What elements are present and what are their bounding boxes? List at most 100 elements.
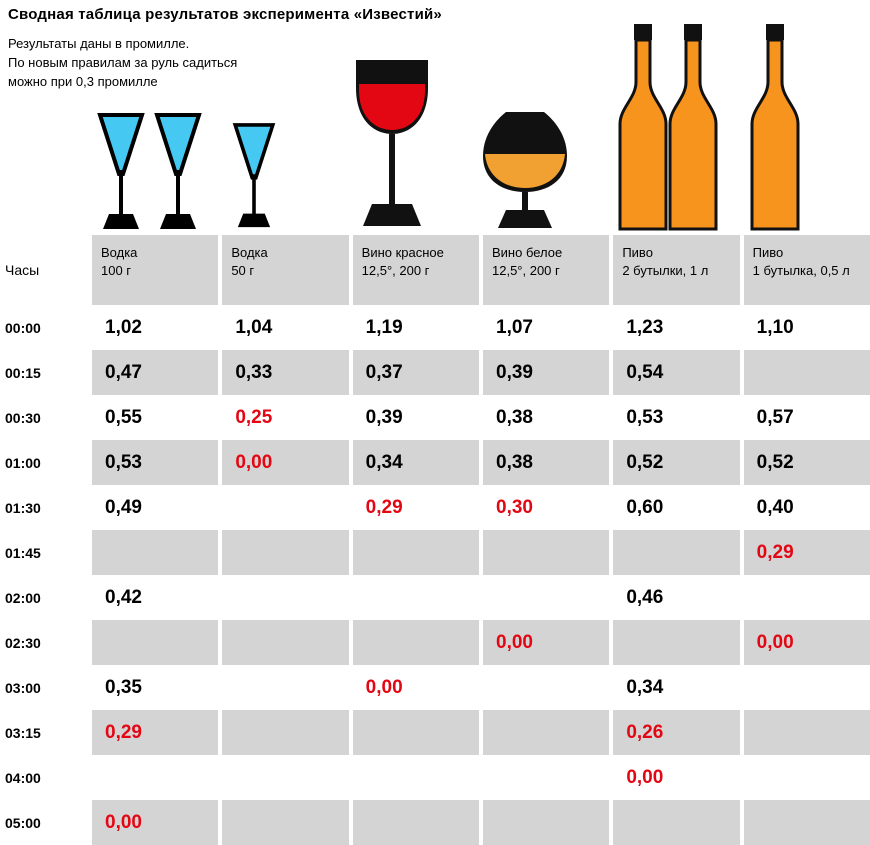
table-row: 00:15 0,47 0,33 0,37 0,39 0,54 — [0, 350, 870, 395]
empty-cell — [92, 620, 219, 665]
table-row: 01:00 0,53 0,00 0,34 0,38 0,52 0,52 — [0, 440, 870, 485]
empty-cell — [483, 665, 610, 710]
empty-cell — [613, 620, 740, 665]
empty-cell — [613, 530, 740, 575]
value-cell: 0,30 — [483, 485, 610, 530]
table-row: 01:30 0,49 0,29 0,30 0,60 0,40 — [0, 485, 870, 530]
empty-cell — [352, 620, 479, 665]
subtitle-line-1: Результаты даны в промилле. — [8, 36, 190, 51]
value-cell: 0,29 — [743, 530, 870, 575]
value-cell: 0,52 — [613, 440, 740, 485]
value-cell: 0,35 — [92, 665, 219, 710]
value-cell: 0,39 — [483, 350, 610, 395]
empty-cell — [222, 755, 349, 800]
value-cell: 0,26 — [613, 710, 740, 755]
value-cell: 0,29 — [92, 710, 219, 755]
empty-cell — [743, 575, 870, 620]
empty-cell — [483, 575, 610, 620]
time-label: 00:30 — [5, 409, 41, 426]
empty-cell — [352, 530, 479, 575]
value-cell: 0,49 — [92, 485, 219, 530]
red-wine-glass-icon — [348, 58, 436, 232]
time-label: 01:30 — [5, 499, 41, 516]
empty-cell — [352, 800, 479, 845]
table-row: 03:15 0,29 0,26 — [0, 710, 870, 755]
value-cell: 0,00 — [92, 800, 219, 845]
column-header: Водка 50 г — [222, 235, 349, 305]
time-label: 03:15 — [5, 724, 41, 741]
table-row: 01:45 0,29 — [0, 530, 870, 575]
empty-cell — [613, 800, 740, 845]
time-label: 01:00 — [5, 454, 41, 471]
table-row: 00:00 1,02 1,04 1,19 1,07 1,23 1,10 — [0, 305, 870, 350]
empty-cell — [483, 755, 610, 800]
value-cell: 0,53 — [92, 440, 219, 485]
empty-cell — [222, 665, 349, 710]
table-row: 03:00 0,35 0,00 0,34 — [0, 665, 870, 710]
value-cell: 1,23 — [613, 305, 740, 350]
value-cell: 0,37 — [352, 350, 479, 395]
value-cell: 0,00 — [483, 620, 610, 665]
empty-cell — [92, 755, 219, 800]
time-label: 04:00 — [5, 769, 41, 786]
beer-bottle-icon — [664, 24, 722, 232]
vodka-glass-icon — [228, 120, 280, 232]
value-cell: 0,34 — [352, 440, 479, 485]
value-cell: 1,02 — [92, 305, 219, 350]
column-header: Вино красное 12,5°, 200 г — [352, 235, 479, 305]
value-cell: 0,46 — [613, 575, 740, 620]
value-cell: 0,52 — [743, 440, 870, 485]
column-header: Вино белое 12,5°, 200 г — [483, 235, 610, 305]
value-cell: 0,60 — [613, 485, 740, 530]
empty-cell — [222, 530, 349, 575]
table-row: 00:30 0,55 0,25 0,39 0,38 0,53 0,57 — [0, 395, 870, 440]
value-cell: 0,33 — [222, 350, 349, 395]
empty-cell — [352, 575, 479, 620]
empty-cell — [222, 710, 349, 755]
empty-cell — [483, 710, 610, 755]
time-label: 02:00 — [5, 589, 41, 606]
time-label: 00:00 — [5, 319, 41, 336]
value-cell: 1,10 — [743, 305, 870, 350]
empty-cell — [483, 530, 610, 575]
empty-cell — [352, 755, 479, 800]
value-cell: 0,00 — [222, 440, 349, 485]
column-header: Водка 100 г — [92, 235, 219, 305]
empty-cell — [743, 800, 870, 845]
table-row: 02:00 0,42 0,46 — [0, 575, 870, 620]
value-cell: 0,57 — [743, 395, 870, 440]
empty-cell — [92, 530, 219, 575]
value-cell: 0,54 — [613, 350, 740, 395]
value-cell: 0,42 — [92, 575, 219, 620]
time-label: 03:00 — [5, 679, 41, 696]
snifter-glass-icon — [480, 110, 570, 232]
value-cell: 0,25 — [222, 395, 349, 440]
beer-bottle-icon — [746, 24, 804, 232]
vodka-glass-icon — [92, 112, 150, 232]
table-row: 05:00 0,00 — [0, 800, 870, 845]
table-header-row: Часы Водка 100 г Водка 50 г Вино красное 12,5… — [0, 235, 870, 305]
value-cell: 0,47 — [92, 350, 219, 395]
subtitle-line-2: По новым правилам за руль садиться — [8, 55, 238, 70]
value-cell: 0,00 — [743, 620, 870, 665]
empty-cell — [222, 620, 349, 665]
empty-cell — [743, 665, 870, 710]
column-header: Пиво 2 бутылки, 1 л — [613, 235, 740, 305]
value-cell: 0,55 — [92, 395, 219, 440]
empty-cell — [743, 710, 870, 755]
empty-cell — [222, 800, 349, 845]
table-row: 04:00 0,00 — [0, 755, 870, 800]
time-label: 05:00 — [5, 814, 41, 831]
empty-cell — [743, 755, 870, 800]
results-table: Часы Водка 100 г Водка 50 г Вино красное 12,5… — [0, 235, 870, 845]
empty-cell — [222, 575, 349, 620]
time-label: 01:45 — [5, 544, 41, 561]
time-label: 02:30 — [5, 634, 41, 651]
value-cell: 0,40 — [743, 485, 870, 530]
value-cell: 0,00 — [352, 665, 479, 710]
value-cell: 0,53 — [613, 395, 740, 440]
table-row: 02:30 0,00 0,00 — [0, 620, 870, 665]
empty-cell — [222, 485, 349, 530]
time-label: 00:15 — [5, 364, 41, 381]
